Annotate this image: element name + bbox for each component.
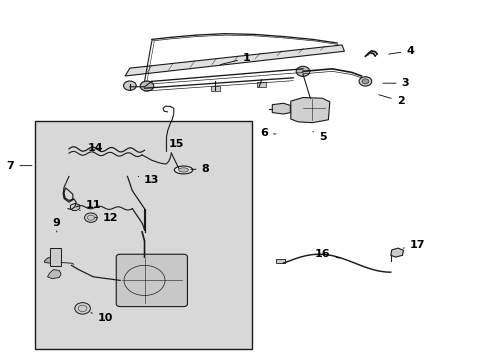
- Text: 11: 11: [80, 200, 101, 211]
- Bar: [35, 121, 251, 348]
- Polygon shape: [390, 248, 403, 257]
- Circle shape: [358, 77, 371, 86]
- Text: 4: 4: [388, 46, 413, 56]
- Circle shape: [75, 303, 90, 314]
- Circle shape: [140, 81, 154, 91]
- Bar: [211, 86, 220, 91]
- Text: 6: 6: [260, 129, 275, 138]
- Text: 5: 5: [312, 132, 325, 142]
- Bar: [276, 259, 285, 263]
- Bar: [257, 82, 265, 87]
- Text: 10: 10: [91, 313, 113, 323]
- Polygon shape: [125, 45, 344, 76]
- Polygon shape: [47, 270, 61, 279]
- Circle shape: [296, 66, 309, 76]
- Text: 3: 3: [382, 78, 408, 88]
- Ellipse shape: [178, 168, 188, 172]
- Text: 15: 15: [168, 139, 183, 149]
- Circle shape: [361, 79, 368, 84]
- Text: 13: 13: [138, 175, 159, 185]
- Circle shape: [123, 81, 136, 90]
- Text: 17: 17: [403, 239, 425, 249]
- Text: 1: 1: [220, 53, 250, 64]
- Text: 14: 14: [88, 143, 103, 153]
- FancyBboxPatch shape: [116, 254, 187, 307]
- Text: 2: 2: [378, 95, 404, 106]
- Polygon shape: [272, 103, 290, 114]
- Circle shape: [84, 213, 97, 222]
- Text: 9: 9: [53, 218, 61, 232]
- Ellipse shape: [174, 166, 192, 174]
- Text: 8: 8: [190, 164, 209, 174]
- Text: 16: 16: [314, 248, 339, 258]
- Text: 7: 7: [6, 161, 32, 171]
- Polygon shape: [290, 98, 329, 123]
- Text: 12: 12: [95, 213, 118, 222]
- Polygon shape: [44, 257, 50, 263]
- Bar: [50, 248, 61, 266]
- Polygon shape: [70, 203, 80, 211]
